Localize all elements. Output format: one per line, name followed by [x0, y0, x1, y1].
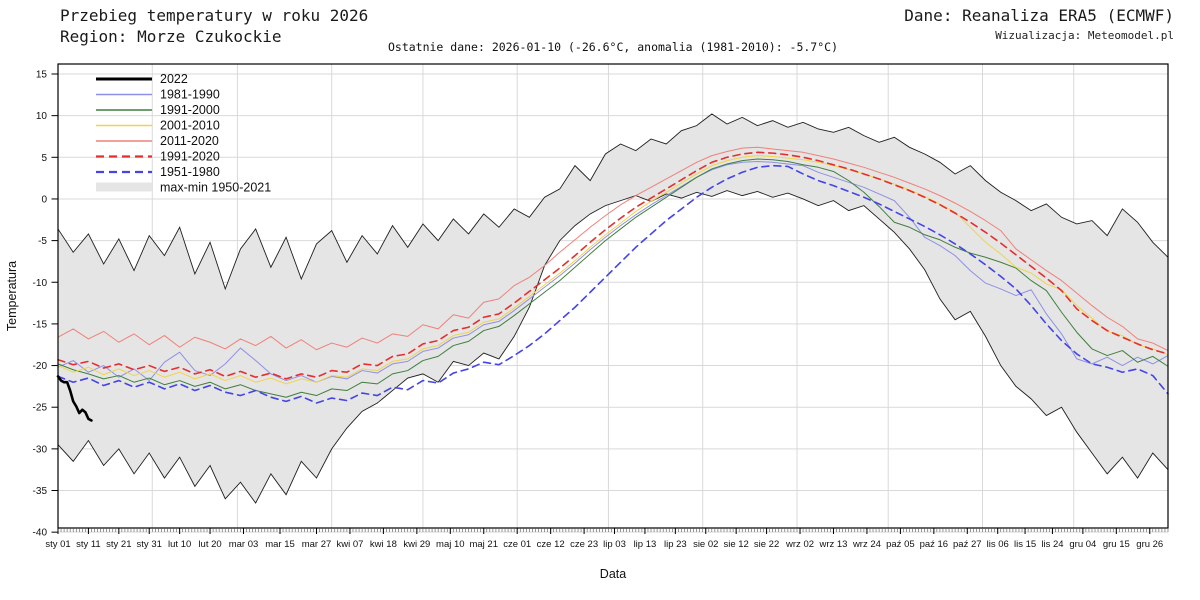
legend-label: max-min 1950-2021 [160, 181, 271, 195]
x-tick-label: lut 10 [168, 539, 191, 550]
x-tick-label: wrz 13 [818, 539, 847, 550]
x-axis-title: Data [600, 567, 626, 581]
x-tick-label: paź 16 [920, 539, 949, 550]
x-tick-label: sty 21 [106, 539, 131, 550]
y-tick-label: -30 [33, 444, 48, 455]
legend-label: 1991-2020 [160, 150, 220, 164]
x-tick-label: lip 23 [664, 539, 687, 550]
y-tick-label: 10 [36, 111, 48, 122]
region-subtitle: Region: Morze Czukockie [60, 27, 282, 46]
legend-label: 1981-1990 [160, 88, 220, 102]
x-tick-label: lip 13 [634, 539, 657, 550]
x-tick-label: lis 24 [1041, 539, 1063, 550]
y-tick-label: -10 [33, 278, 48, 289]
visualization-credit: Wizualizacja: Meteomodel.pl [995, 29, 1174, 42]
series-line-1991-2020 [57, 151, 1169, 380]
y-tick-label: -25 [33, 403, 48, 414]
x-tick-label: lis 15 [1014, 539, 1036, 550]
y-axis-title: Temperatura [5, 261, 19, 331]
y-tick-label: -35 [33, 486, 48, 497]
min-envelope-line [57, 190, 1169, 504]
legend-label: 1991-2000 [160, 103, 220, 117]
x-tick-label: cze 01 [503, 539, 531, 550]
y-tick-label: 0 [41, 194, 47, 205]
x-tick-label: maj 10 [436, 539, 465, 550]
legend-label: 2022 [160, 72, 188, 86]
x-tick-label: cze 12 [537, 539, 565, 550]
x-tick-label: gru 15 [1103, 539, 1130, 550]
legend-label: 2001-2010 [160, 119, 220, 133]
y-tick-label: -40 [33, 528, 48, 539]
y-tick-label: -20 [33, 361, 48, 372]
x-tick-label: sie 22 [754, 539, 779, 550]
x-tick-label: sie 12 [723, 539, 748, 550]
x-tick-label: mar 27 [302, 539, 332, 550]
x-tick-label: paź 27 [953, 539, 982, 550]
page-title: Przebieg temperatury w roku 2026 [60, 6, 369, 25]
plot-border [57, 63, 1169, 529]
series-line-2001-2010 [57, 155, 1169, 385]
data-source-label: Dane: Reanaliza ERA5 (ECMWF) [904, 6, 1174, 25]
x-tick-label: cze 23 [570, 539, 598, 550]
legend-label: 1951-1980 [160, 165, 220, 179]
x-tick-label: mar 03 [229, 539, 259, 550]
x-tick-label: gru 26 [1136, 539, 1163, 550]
x-tick-label: sty 11 [76, 539, 101, 550]
x-tick-label: kwi 29 [403, 539, 430, 550]
series-line-1981-1990 [57, 160, 1169, 383]
last-data-subtitle: Ostatnie dane: 2026-01-10 (-26.6°C, anom… [387, 40, 839, 54]
legend-swatch-band [96, 182, 152, 192]
x-tick-label: sty 31 [137, 539, 162, 550]
y-tick-label: -5 [38, 236, 47, 247]
series-line-2011-2020 [57, 146, 1169, 352]
x-tick-label: lis 06 [987, 539, 1009, 550]
x-tick-label: maj 21 [469, 539, 498, 550]
maxmin-band [58, 113, 1168, 504]
x-tick-label: sie 02 [693, 539, 718, 550]
x-tick-label: wrz 02 [785, 539, 814, 550]
y-tick-label: 5 [41, 153, 47, 164]
x-tick-label: kwi 07 [336, 539, 363, 550]
y-tick-label: -15 [33, 319, 48, 330]
series-line-1991-2000 [57, 158, 1169, 398]
x-tick-label: paź 05 [886, 539, 915, 550]
y-tick-label: 15 [36, 69, 48, 80]
x-tick-label: wrz 24 [852, 539, 881, 550]
series-line-1951-1980 [57, 164, 1169, 404]
x-tick-label: gru 04 [1069, 539, 1096, 550]
series-line-2022 [56, 375, 93, 422]
legend-label: 2011-2020 [160, 134, 219, 148]
max-envelope-line [57, 113, 1169, 291]
x-tick-label: kwi 18 [370, 539, 397, 550]
x-tick-label: lip 03 [603, 539, 626, 550]
x-tick-label: lut 20 [198, 539, 221, 550]
x-tick-label: sty 01 [45, 539, 70, 550]
x-tick-label: mar 15 [265, 539, 295, 550]
